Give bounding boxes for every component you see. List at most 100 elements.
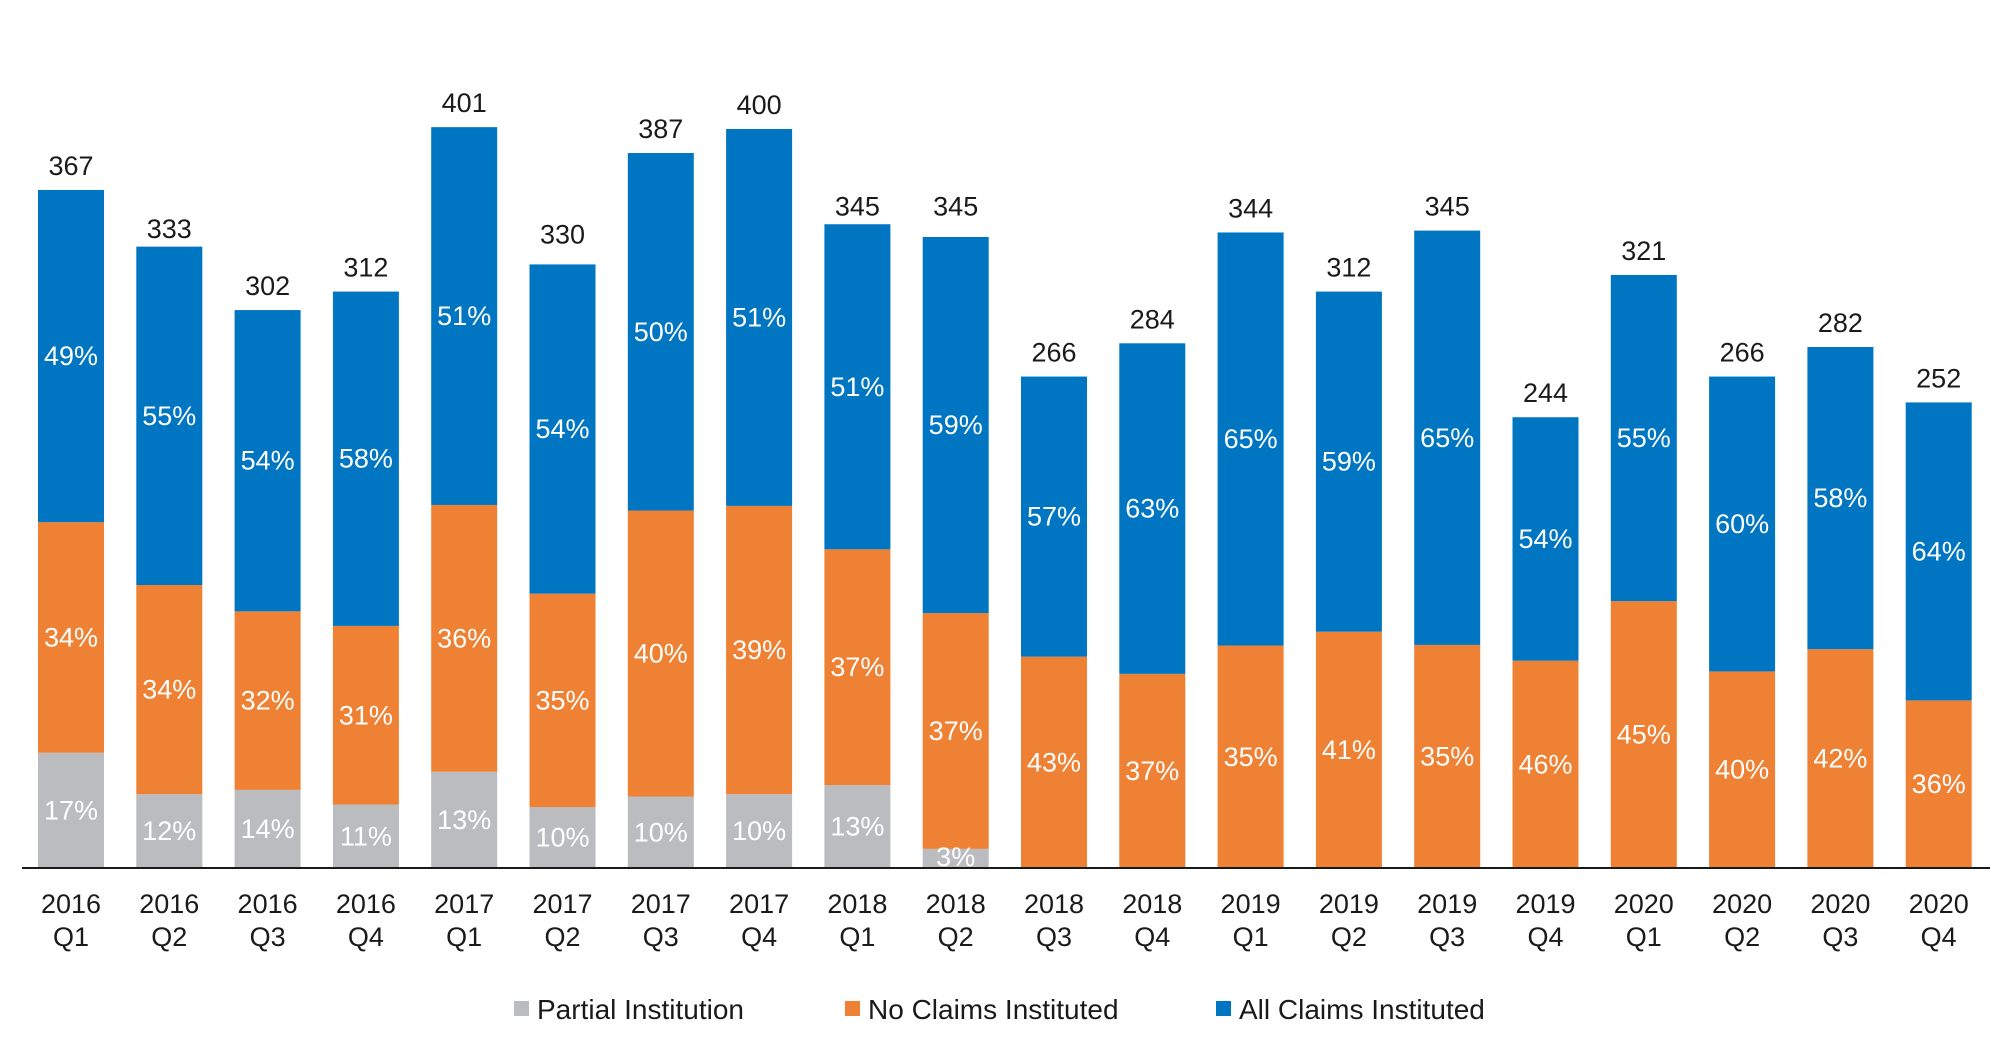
total-label-2019-q1: 344 (1228, 193, 1273, 223)
x-tick-label-2016-q4-line-1: 2016 (336, 889, 396, 919)
data-label-2019-q3-all-claims-instituted: 65% (1420, 423, 1474, 453)
x-tick-label-2020-q1-line-1: 2020 (1614, 889, 1674, 919)
data-label-2020-q3-all-claims-instituted: 58% (1813, 483, 1867, 513)
x-tick-label-2019-q1-line-1: 2019 (1221, 889, 1281, 919)
x-tick-label-2019-q4-line-1: 2019 (1515, 889, 1575, 919)
total-label-2018-q2: 345 (933, 192, 978, 222)
x-tick-label-2019-q3-line-2: Q3 (1429, 922, 1465, 952)
data-label-2019-q2-all-claims-instituted: 59% (1322, 447, 1376, 477)
x-tick-label-2017-q4-line-2: Q4 (741, 922, 777, 952)
data-label-2016-q1-no-claims-instituted: 34% (44, 622, 98, 652)
data-label-2018-q4-no-claims-instituted: 37% (1125, 756, 1179, 786)
data-label-2016-q3-all-claims-instituted: 54% (241, 446, 295, 476)
x-tick-label-2020-q2-line-1: 2020 (1712, 889, 1772, 919)
x-tick-label-2018-q2-line-2: Q2 (938, 922, 974, 952)
legend-label-all-claims-instituted: All Claims Instituted (1239, 994, 1485, 1025)
data-label-2016-q4-partial-institution: 11% (340, 821, 392, 851)
total-label-2019-q3: 345 (1425, 192, 1470, 222)
data-label-2017-q3-all-claims-instituted: 50% (634, 317, 688, 347)
x-axis-ticks: 2016Q12016Q22016Q32016Q42017Q12017Q22017… (41, 889, 1969, 952)
data-label-2016-q3-partial-institution: 14% (241, 814, 295, 844)
total-label-2020-q1: 321 (1621, 236, 1666, 266)
total-label-2017-q2: 330 (540, 219, 585, 249)
data-label-2019-q1-all-claims-instituted: 65% (1224, 424, 1278, 454)
data-label-2017-q4-no-claims-instituted: 39% (732, 635, 786, 665)
total-label-2020-q4: 252 (1916, 363, 1961, 393)
data-label-2017-q2-no-claims-instituted: 35% (535, 685, 589, 715)
data-label-2018-q4-all-claims-instituted: 63% (1125, 494, 1179, 524)
x-tick-label-2016-q3-line-2: Q3 (250, 922, 286, 952)
x-tick-label-2016-q3-line-1: 2016 (238, 889, 298, 919)
total-label-2016-q4: 312 (343, 253, 388, 283)
data-label-2016-q1-partial-institution: 17% (44, 795, 98, 825)
data-label-2020-q2-all-claims-instituted: 60% (1715, 509, 1769, 539)
data-label-2018-q3-all-claims-instituted: 57% (1027, 502, 1081, 532)
data-label-2018-q2-no-claims-instituted: 37% (929, 716, 983, 746)
total-label-2018-q4: 284 (1130, 304, 1175, 334)
data-label-2018-q1-partial-institution: 13% (830, 812, 884, 842)
total-label-2018-q3: 266 (1031, 338, 1076, 368)
x-tick-label-2020-q4-line-1: 2020 (1909, 889, 1969, 919)
data-label-2016-q2-no-claims-instituted: 34% (142, 675, 196, 705)
x-tick-label-2020-q2-line-2: Q2 (1724, 922, 1760, 952)
data-label-2017-q4-partial-institution: 10% (732, 816, 786, 846)
total-label-2016-q2: 333 (147, 214, 192, 244)
x-tick-label-2018-q1-line-1: 2018 (827, 889, 887, 919)
data-label-2016-q2-all-claims-instituted: 55% (142, 401, 196, 431)
x-tick-label-2020-q1-line-2: Q1 (1626, 922, 1662, 952)
x-tick-label-2018-q3-line-2: Q3 (1036, 922, 1072, 952)
data-label-2020-q1-no-claims-instituted: 45% (1617, 720, 1671, 750)
legend-swatch-partial-institution (514, 1001, 529, 1016)
x-tick-label-2018-q3-line-1: 2018 (1024, 889, 1084, 919)
total-label-2020-q2: 266 (1720, 338, 1765, 368)
total-label-2018-q1: 345 (835, 192, 880, 222)
data-label-2018-q1-all-claims-instituted: 51% (830, 372, 884, 402)
data-label-2016-q2-partial-institution: 12% (142, 816, 196, 846)
x-tick-label-2018-q4-line-2: Q4 (1134, 922, 1170, 952)
x-tick-label-2018-q1-line-2: Q1 (839, 922, 875, 952)
data-label-2017-q3-no-claims-instituted: 40% (634, 639, 688, 669)
legend: Partial Institution No Claims Instituted A… (514, 994, 1485, 1025)
data-label-2017-q2-partial-institution: 10% (535, 823, 589, 853)
data-labels-layer: 17% 34% 49% 367 12% 34% 55% 333 14% 32% 54% 302 11% 3… (44, 88, 1966, 872)
bars-layer (38, 127, 1972, 868)
data-label-2019-q1-no-claims-instituted: 35% (1224, 742, 1278, 772)
data-label-2017-q1-all-claims-instituted: 51% (437, 301, 491, 331)
legend-swatch-all-claims-instituted (1216, 1001, 1231, 1016)
total-label-2019-q4: 244 (1523, 378, 1568, 408)
data-label-2018-q1-no-claims-instituted: 37% (830, 652, 884, 682)
x-tick-label-2020-q3-line-2: Q3 (1822, 922, 1858, 952)
data-label-2018-q3-no-claims-instituted: 43% (1027, 747, 1081, 777)
legend-label-no-claims-instituted: No Claims Instituted (868, 994, 1119, 1025)
data-label-2016-q3-no-claims-instituted: 32% (241, 686, 295, 716)
data-label-2019-q4-no-claims-instituted: 46% (1518, 749, 1572, 779)
x-tick-label-2017-q1-line-2: Q1 (446, 922, 482, 952)
x-tick-label-2017-q3-line-2: Q3 (643, 922, 679, 952)
data-label-2019-q3-no-claims-instituted: 35% (1420, 741, 1474, 771)
total-label-2016-q1: 367 (48, 151, 93, 181)
data-label-2020-q3-no-claims-instituted: 42% (1813, 744, 1867, 774)
data-label-2016-q1-all-claims-instituted: 49% (44, 341, 98, 371)
total-label-2020-q3: 282 (1818, 308, 1863, 338)
data-label-2020-q4-all-claims-instituted: 64% (1912, 536, 1966, 566)
data-label-2020-q1-all-claims-instituted: 55% (1617, 423, 1671, 453)
x-tick-label-2017-q2-line-2: Q2 (544, 922, 580, 952)
data-label-2017-q2-all-claims-instituted: 54% (535, 414, 589, 444)
total-label-2017-q3: 387 (638, 114, 683, 144)
data-label-2020-q4-no-claims-instituted: 36% (1912, 769, 1966, 799)
data-label-2019-q4-all-claims-instituted: 54% (1518, 524, 1572, 554)
x-tick-label-2019-q2-line-1: 2019 (1319, 889, 1379, 919)
total-label-2016-q3: 302 (245, 271, 290, 301)
x-tick-label-2019-q3-line-1: 2019 (1417, 889, 1477, 919)
x-tick-label-2019-q2-line-2: Q2 (1331, 922, 1367, 952)
legend-label-partial-institution: Partial Institution (537, 994, 744, 1025)
x-tick-label-2017-q2-line-1: 2017 (532, 889, 592, 919)
x-tick-label-2016-q1-line-2: Q1 (53, 922, 89, 952)
x-tick-label-2017-q3-line-1: 2017 (631, 889, 691, 919)
x-tick-label-2016-q2-line-1: 2016 (139, 889, 199, 919)
data-label-2016-q4-all-claims-instituted: 58% (339, 444, 393, 474)
x-tick-label-2019-q4-line-2: Q4 (1527, 922, 1563, 952)
total-label-2017-q1: 401 (442, 88, 487, 118)
data-label-2017-q1-partial-institution: 13% (437, 805, 491, 835)
total-label-2019-q2: 312 (1326, 253, 1371, 283)
